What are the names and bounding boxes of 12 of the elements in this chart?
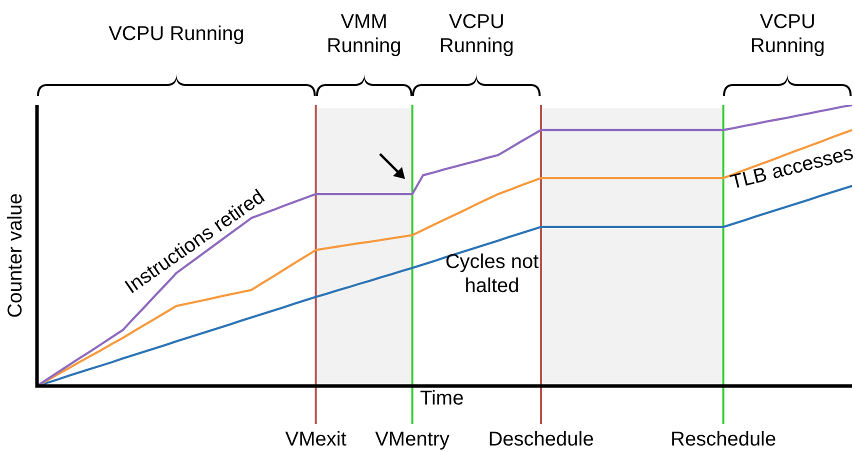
x-tick-label: VMexit (285, 428, 347, 451)
text: VMM Running (326, 10, 402, 58)
text: TLB accesses (727, 141, 855, 196)
text: VCPU Running (438, 10, 515, 58)
text: VCPU Running (108, 22, 246, 46)
x-tick-label: Deschedule (488, 428, 594, 451)
text: VCPU Running (749, 10, 826, 58)
x-tick-label: VMentry (375, 428, 450, 451)
x-axis-title: Time (420, 388, 464, 410)
x-tick-label: Reschedule (670, 428, 776, 451)
y-axis-title: Counter value (4, 193, 27, 318)
series-label: Cycles not halted (444, 250, 540, 298)
